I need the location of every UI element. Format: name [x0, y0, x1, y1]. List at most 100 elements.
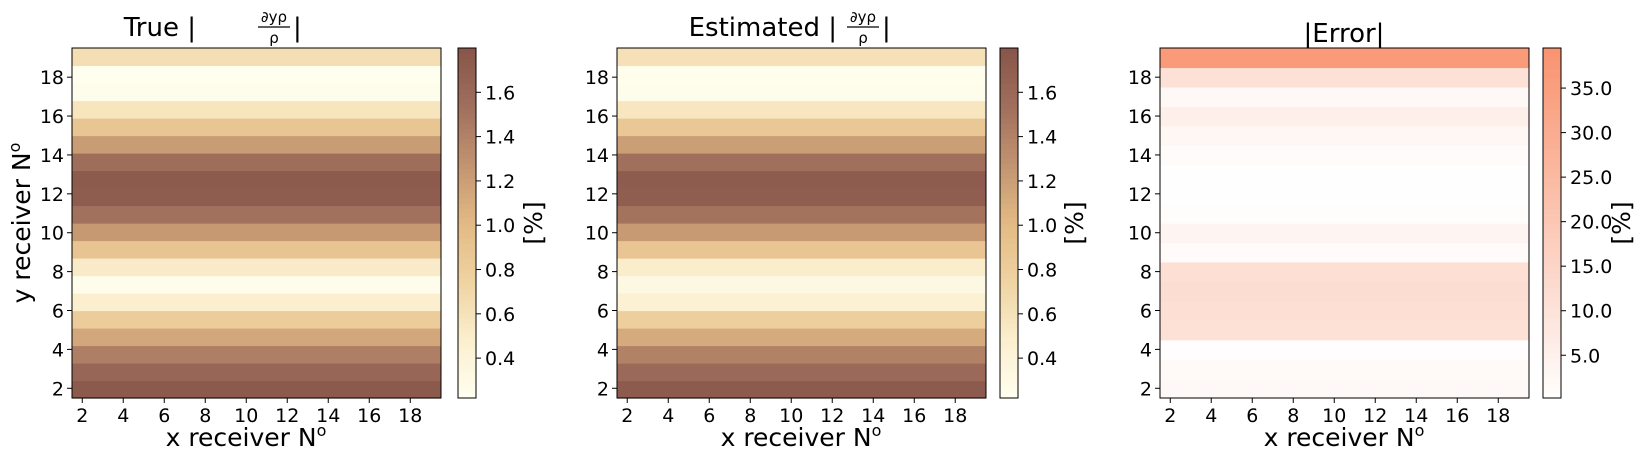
colorbar-segment	[458, 378, 476, 384]
colorbar-segment	[1000, 218, 1018, 224]
colorbar-segment	[458, 393, 476, 399]
colorbar-segment	[1000, 138, 1018, 144]
x-axis-label: x receiver No	[721, 421, 882, 452]
x-tick-label: 4	[1205, 405, 1217, 427]
colorbar-segment	[1543, 203, 1561, 209]
heatmap-row	[617, 65, 986, 84]
colorbar-segment	[458, 263, 476, 269]
x-tick-label: 6	[1246, 405, 1258, 427]
colorbar-tick-label: 25.0	[1570, 167, 1612, 189]
heatmap-row	[617, 205, 986, 224]
x-tick-label: 8	[199, 405, 211, 427]
colorbar-segment	[1000, 228, 1018, 234]
colorbar-segment	[1543, 93, 1561, 99]
colorbar-segment	[1543, 338, 1561, 344]
colorbar-segment	[1543, 358, 1561, 364]
colorbar-segment	[458, 68, 476, 74]
y-tick-label: 4	[597, 339, 609, 361]
colorbar-tick-label: 1.0	[1027, 215, 1057, 237]
colorbar-segment	[458, 233, 476, 239]
heatmap-row	[1160, 106, 1529, 127]
heatmap-row	[617, 363, 986, 382]
colorbar-segment	[458, 78, 476, 84]
y-tick-label: 2	[52, 378, 64, 400]
colorbar-tick-label: 0.8	[485, 260, 515, 282]
colorbar-segment	[458, 193, 476, 199]
colorbar-segment	[458, 183, 476, 189]
colorbar-segment	[1543, 63, 1561, 69]
colorbar-segment	[458, 293, 476, 299]
x-tick-label: 2	[76, 405, 88, 427]
heatmap-row	[1160, 67, 1529, 88]
colorbar-segment	[458, 158, 476, 164]
heatmap-row	[72, 223, 441, 242]
colorbar-tick-label: 0.4	[1027, 348, 1057, 370]
heatmap-row	[1160, 203, 1529, 224]
heatmap-row	[617, 258, 986, 277]
colorbar-segment	[1000, 63, 1018, 69]
colorbar-segment	[1543, 293, 1561, 299]
colorbar-segment	[458, 198, 476, 204]
heatmap-row	[72, 48, 441, 67]
x-tick-label: 14	[1404, 405, 1428, 427]
colorbar-segment	[1000, 178, 1018, 184]
colorbar-segment	[458, 153, 476, 159]
colorbar-segment	[1000, 128, 1018, 134]
x-tick-label: 18	[943, 405, 967, 427]
colorbar-segment	[1543, 188, 1561, 194]
x-tick-label: 4	[662, 405, 674, 427]
x-axis-label: x receiver No	[166, 421, 327, 452]
colorbar-segment	[458, 298, 476, 304]
colorbar-segment	[1543, 263, 1561, 269]
colorbar-segment	[1543, 88, 1561, 94]
heatmap-row	[72, 100, 441, 119]
colorbar-segment	[458, 58, 476, 64]
colorbar-segment	[1543, 143, 1561, 149]
plot-frame	[616, 47, 987, 399]
y-tick-label: 16	[1128, 106, 1152, 128]
heatmap-row	[1160, 242, 1529, 263]
colorbar-segment	[1000, 133, 1018, 139]
heatmap-row	[617, 310, 986, 329]
colorbar-segment	[458, 98, 476, 104]
colorbar-tick-label: 10.0	[1570, 301, 1612, 323]
y-ticks: 2 4 6 8 10 12 14 16 18	[585, 67, 617, 400]
colorbar-segment	[1543, 243, 1561, 249]
colorbar-segment	[1543, 353, 1561, 359]
heatmap-row	[72, 380, 441, 399]
colorbar-segment	[458, 173, 476, 179]
colorbar-segment	[458, 148, 476, 154]
colorbar-segment	[1000, 288, 1018, 294]
colorbar-segment	[1543, 313, 1561, 319]
colorbar-segment	[458, 283, 476, 289]
heatmap-row	[72, 188, 441, 207]
heatmap-row	[1160, 359, 1529, 380]
colorbar-segment	[458, 238, 476, 244]
colorbar-segment	[1543, 223, 1561, 229]
x-tick-label: 4	[117, 405, 129, 427]
colorbar-segment	[458, 368, 476, 374]
colorbar-segment	[458, 278, 476, 284]
colorbar-segment	[1543, 53, 1561, 59]
colorbar-segment	[1000, 368, 1018, 374]
colorbar-tick-label: 20.0	[1570, 212, 1612, 234]
colorbar-segment	[1543, 333, 1561, 339]
colorbar-segment	[458, 53, 476, 59]
colorbar-segment	[1543, 103, 1561, 109]
colorbar-segment	[1000, 348, 1018, 354]
y-tick-label: 18	[40, 67, 64, 89]
colorbar-segment	[458, 328, 476, 334]
heatmap-row	[72, 258, 441, 277]
colorbar-segment	[1000, 293, 1018, 299]
x-tick-label: 2	[621, 405, 633, 427]
colorbar-tick-label: 0.4	[485, 348, 515, 370]
title-fraction-denominator: ρ	[858, 29, 868, 47]
colorbar-segment	[1000, 88, 1018, 94]
y-tick-label: 14	[1128, 145, 1152, 167]
heatmap-row	[72, 83, 441, 102]
heatmap-row	[617, 380, 986, 399]
colorbar-segment	[458, 288, 476, 294]
colorbar-segment	[1000, 98, 1018, 104]
colorbar-label: [%]	[1060, 201, 1089, 244]
colorbar-segment	[1543, 178, 1561, 184]
